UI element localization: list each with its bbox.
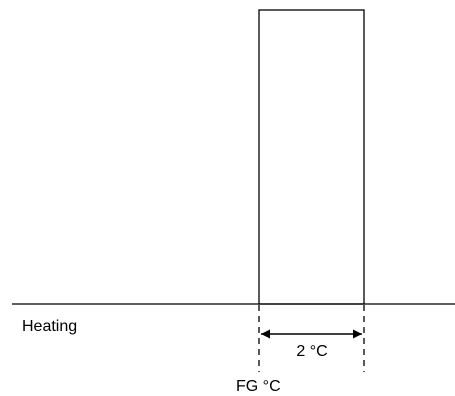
heating-pulse <box>258 9 365 305</box>
axis-label: FG °C <box>236 378 281 395</box>
heating-label: Heating <box>22 318 77 335</box>
width-label: 2 °C <box>296 343 327 360</box>
